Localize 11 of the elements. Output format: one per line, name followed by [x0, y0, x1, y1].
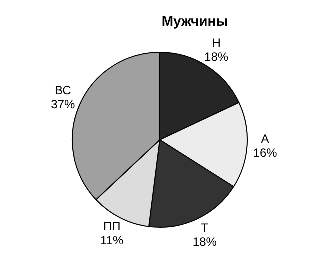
- slice-label: ПП: [103, 219, 121, 234]
- data-label: 16%: [253, 146, 278, 160]
- slice-label: ВС: [55, 83, 72, 98]
- slice-label: Т: [201, 220, 210, 235]
- data-label: 18%: [192, 234, 218, 249]
- slice-label: А: [261, 132, 270, 146]
- slice-label: Н: [212, 36, 221, 50]
- data-label: 18%: [204, 50, 229, 64]
- data-label: 37%: [51, 97, 76, 112]
- chart-title: Мужчины: [162, 12, 228, 29]
- data-label: 11%: [100, 233, 124, 248]
